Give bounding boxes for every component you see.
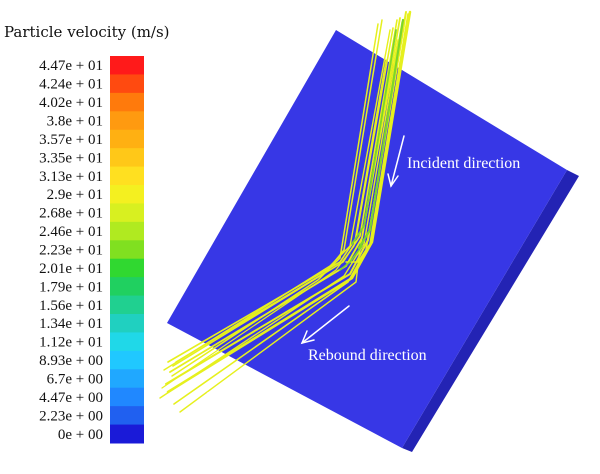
- legend-tick-label: 2.23e + 01: [39, 243, 103, 259]
- color-bar-segment: [110, 129, 144, 149]
- legend-tick-label: 1.34e + 01: [39, 316, 103, 332]
- color-bar-segment: [110, 332, 144, 352]
- coordinate-triad: [189, 400, 227, 433]
- color-bar-segment: [110, 387, 144, 407]
- color-bar-segment: [110, 314, 144, 333]
- color-bar-segment: [110, 277, 144, 297]
- legend-tick-label: 4.24e + 01: [39, 77, 103, 93]
- axis-x-label: X: [180, 428, 187, 439]
- legend-tick-label: 3.13e + 01: [39, 169, 103, 185]
- legend-tick-label: 6.7e + 00: [47, 372, 103, 388]
- legend-tick-label: 0e + 00: [58, 427, 103, 443]
- incident-arrow: [387, 135, 405, 188]
- legend-tick-label: 3.8e + 01: [47, 114, 103, 130]
- legend-tick-labels: 4.47e + 01 4.24e + 01 4.02e + 01 3.8e + 01 3…: [39, 58, 103, 443]
- plate-side-face: [402, 170, 579, 452]
- color-bar-segment: [110, 258, 144, 278]
- axis-z-label: Z: [207, 391, 214, 402]
- color-bar-segment: [110, 203, 144, 223]
- legend-tick-label: 4.47e + 00: [39, 390, 103, 406]
- legend-tick-label: 4.02e + 01: [39, 95, 103, 111]
- color-bar-segment: [110, 295, 144, 315]
- color-bar-segment: [110, 92, 144, 112]
- legend-tick-label: 2.46e + 01: [39, 224, 103, 240]
- legend-tick-label: 4.47e + 01: [39, 58, 103, 74]
- color-bar-segment: [110, 406, 144, 426]
- legend-tick-label: 2.01e + 01: [39, 261, 103, 277]
- color-bar-segment: [110, 166, 144, 186]
- color-bar-segment: [110, 111, 144, 131]
- axis-y-label: Y: [225, 433, 233, 444]
- legend-tick-label: 2.68e + 01: [39, 206, 103, 222]
- color-bar-segment: [110, 74, 144, 94]
- legend-tick-label: 1.56e + 01: [39, 298, 103, 314]
- particle-trajectories: [159, 10, 412, 413]
- color-bar-segment: [110, 240, 144, 260]
- rebound-direction-label: Rebound direction: [308, 347, 427, 364]
- plate-front-face: [167, 30, 567, 448]
- color-bar-segment: [110, 148, 144, 168]
- legend-title: Particle velocity (m/s): [4, 23, 170, 41]
- color-bar-segment: [110, 350, 144, 370]
- legend-tick-label: 1.79e + 01: [39, 279, 103, 295]
- legend-tick-label: 2.9e + 01: [47, 187, 103, 203]
- color-bar-segment: [110, 424, 144, 444]
- color-bar-segment: [110, 185, 144, 204]
- color-bar: [110, 56, 144, 444]
- legend-tick-label: 1.12e + 01: [39, 335, 103, 351]
- legend-tick-label: 3.35e + 01: [39, 150, 103, 166]
- legend-tick-label: 2.23e + 00: [39, 408, 103, 424]
- legend-tick-label: 3.57e + 01: [39, 132, 103, 148]
- legend-tick-label: 8.93e + 00: [39, 353, 103, 369]
- color-bar-segment: [110, 221, 144, 241]
- color-bar-segment: [110, 56, 144, 75]
- rebound-arrow: [300, 305, 350, 345]
- color-bar-segment: [110, 369, 144, 389]
- incident-direction-label: Incident direction: [407, 155, 520, 172]
